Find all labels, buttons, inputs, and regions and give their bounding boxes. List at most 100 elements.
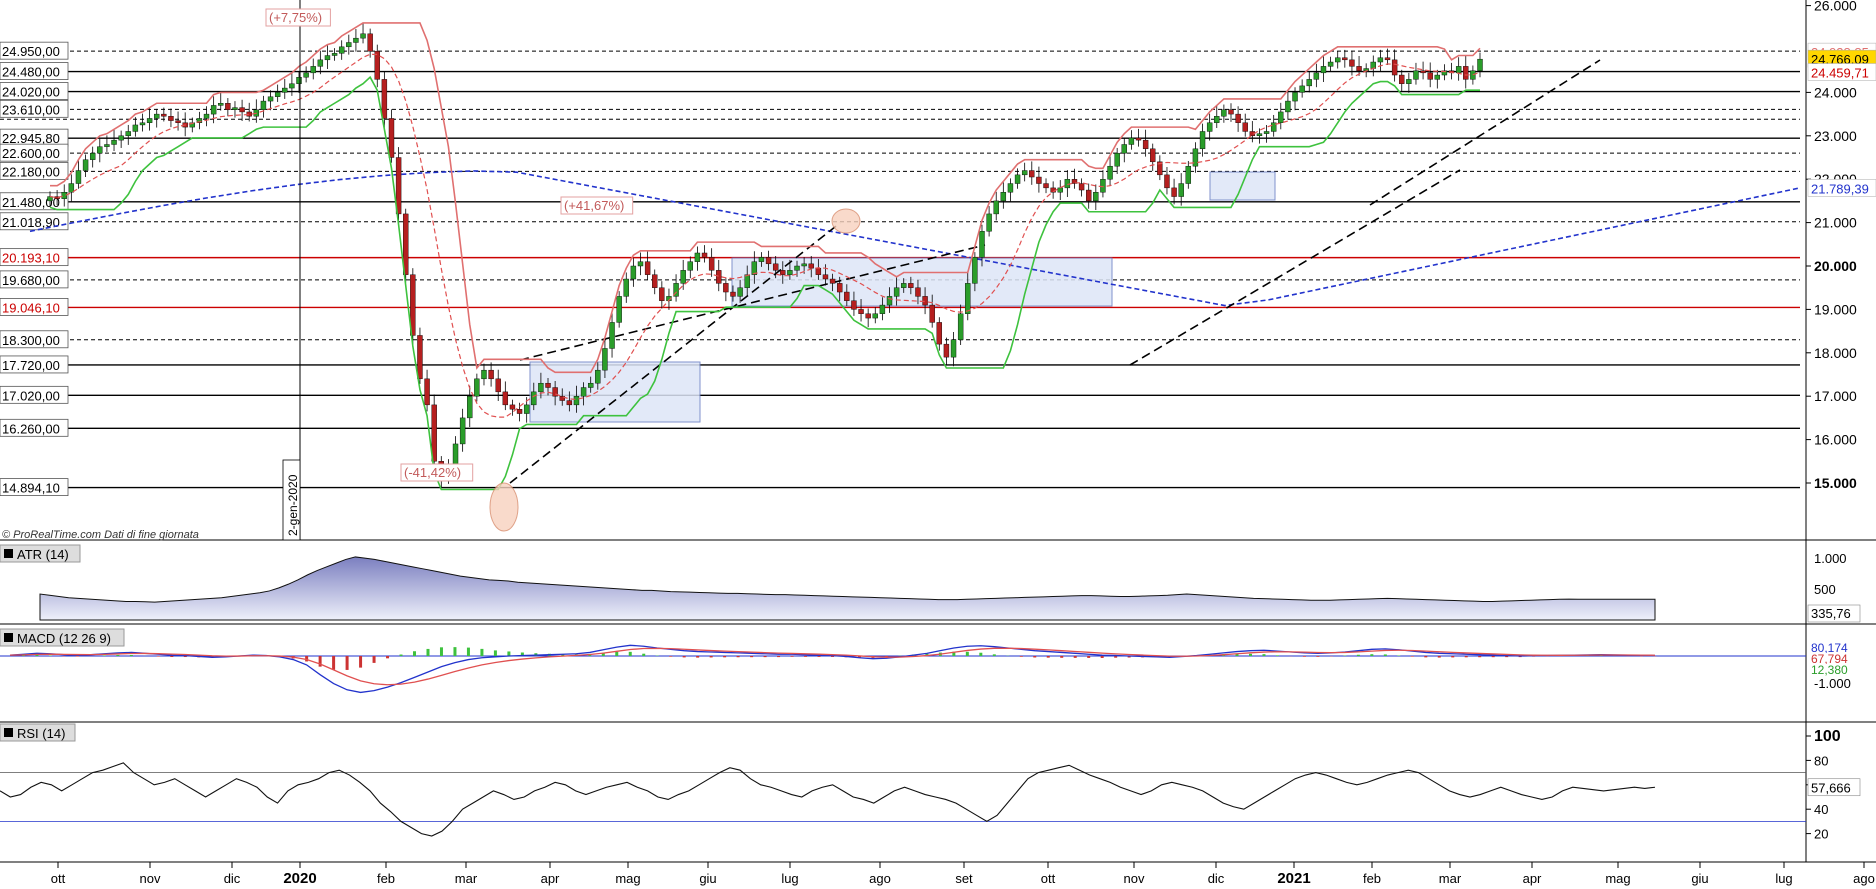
candle-body (516, 409, 523, 414)
price-tick-label: 21.000 (1814, 215, 1857, 231)
macd-histogram-bar (1505, 656, 1509, 658)
candle-body (1078, 183, 1085, 191)
candle-body (1377, 57, 1384, 63)
candle-body (815, 267, 822, 275)
macd-histogram-bar (1019, 656, 1023, 657)
high-highlight-circle (831, 208, 861, 234)
candle-body (993, 200, 999, 215)
macd-histogram-bar (790, 656, 794, 657)
level-label-box (0, 330, 69, 349)
macd-histogram-bar (35, 654, 39, 656)
candle-body (1278, 111, 1284, 123)
x-tick-label: lug (1775, 871, 1792, 886)
macd-histogram-bar (520, 652, 524, 656)
macd-histogram-bar (992, 654, 996, 656)
macd-histogram-bar (615, 651, 619, 656)
consolidation-box (1209, 171, 1276, 201)
support-stop-line (49, 75, 1480, 491)
level-label: 20.193,10 (2, 251, 60, 266)
x-tick-label: dic (224, 871, 241, 886)
level-label-box (0, 161, 69, 180)
macd-histogram-bar (682, 656, 686, 658)
candle-body (353, 37, 359, 43)
macd-histogram-bar (1451, 656, 1455, 658)
candle-body (772, 263, 779, 271)
candle-body (1021, 170, 1028, 176)
macd-histogram-bar (102, 655, 106, 656)
level-label: 24.020,00 (2, 85, 60, 100)
candle-body (431, 404, 437, 462)
percent-annotation-box (400, 463, 474, 482)
candle-body (424, 378, 430, 406)
level-label: 21.018,90 (2, 215, 60, 230)
level-label-box (0, 385, 69, 404)
candle-body (1391, 59, 1398, 76)
price-tick-label: 20.000 (1814, 258, 1857, 274)
candle-body (282, 87, 288, 93)
level-label: 17.020,00 (2, 388, 60, 403)
candle-body (538, 382, 544, 393)
macd-histogram-bar (439, 647, 443, 656)
candle-body (1228, 109, 1234, 115)
macd-histogram-bar (709, 656, 713, 658)
candle-body (822, 274, 829, 280)
candle-body (346, 42, 352, 48)
candle-body (1270, 122, 1277, 132)
x-tick-label: ott (1041, 871, 1056, 886)
macd-histogram-bar (1033, 656, 1037, 658)
macd-histogram-bar (925, 653, 929, 656)
candle-body (1363, 68, 1369, 71)
candle-body (652, 274, 658, 288)
candle-body (1171, 187, 1177, 197)
candle-body (338, 46, 345, 54)
candle-body (602, 348, 608, 371)
level-label: 24.950,00 (2, 44, 60, 59)
macd-title-box (0, 628, 125, 647)
candle-body (1142, 139, 1149, 150)
candle-body (965, 283, 971, 314)
value-tag-box (1807, 179, 1876, 197)
macd-histogram-bar (750, 656, 754, 658)
level-label: 16.260,00 (2, 421, 60, 436)
macd-histogram-bar (696, 656, 700, 658)
macd-histogram-bar (1248, 653, 1252, 656)
atr-last-box (1807, 604, 1861, 623)
candle-body (154, 113, 160, 119)
x-tick-label: ago (1853, 871, 1875, 886)
macd-histogram-bar (1046, 656, 1050, 658)
long-moving-average (29, 170, 1801, 307)
level-label-box (0, 418, 69, 437)
candle-body (168, 116, 174, 121)
candle-body (1086, 189, 1092, 202)
candle-body (502, 391, 509, 406)
candle-body (1199, 131, 1206, 150)
atr-title: ATR (14) (17, 547, 69, 562)
macd-histogram-bar (493, 650, 497, 656)
candle-body (111, 139, 117, 145)
macd-histogram-bar (601, 652, 605, 656)
level-label-box (0, 82, 69, 100)
rsi-title: RSI (14) (17, 726, 65, 741)
candle-body (403, 213, 409, 275)
candle-body (296, 77, 302, 84)
candle-body (68, 183, 75, 193)
atr-tick-label: 500 (1814, 582, 1836, 597)
candle-body (879, 304, 886, 314)
candle-body (673, 283, 679, 297)
macd-histogram-bar (1087, 656, 1091, 658)
x-tick-label: apr (541, 871, 560, 886)
candle-body (203, 113, 210, 119)
macd-histogram-bar (979, 652, 983, 656)
candle-body (1121, 144, 1127, 154)
candle-body (1420, 70, 1426, 74)
candle-body (218, 103, 224, 106)
start-date-label: 2-gen-2020 (286, 474, 300, 536)
macd-histogram-bar (1383, 654, 1387, 656)
level-label-box (0, 143, 69, 162)
rsi-last-box (1807, 778, 1861, 797)
macd-histogram-bar (426, 648, 430, 656)
candle-body (1313, 72, 1320, 80)
rsi-last-value: 57,666 (1811, 781, 1851, 796)
macd-histogram-bar (1437, 656, 1441, 658)
start-date-label-group: 2-gen-2020 (282, 459, 301, 541)
